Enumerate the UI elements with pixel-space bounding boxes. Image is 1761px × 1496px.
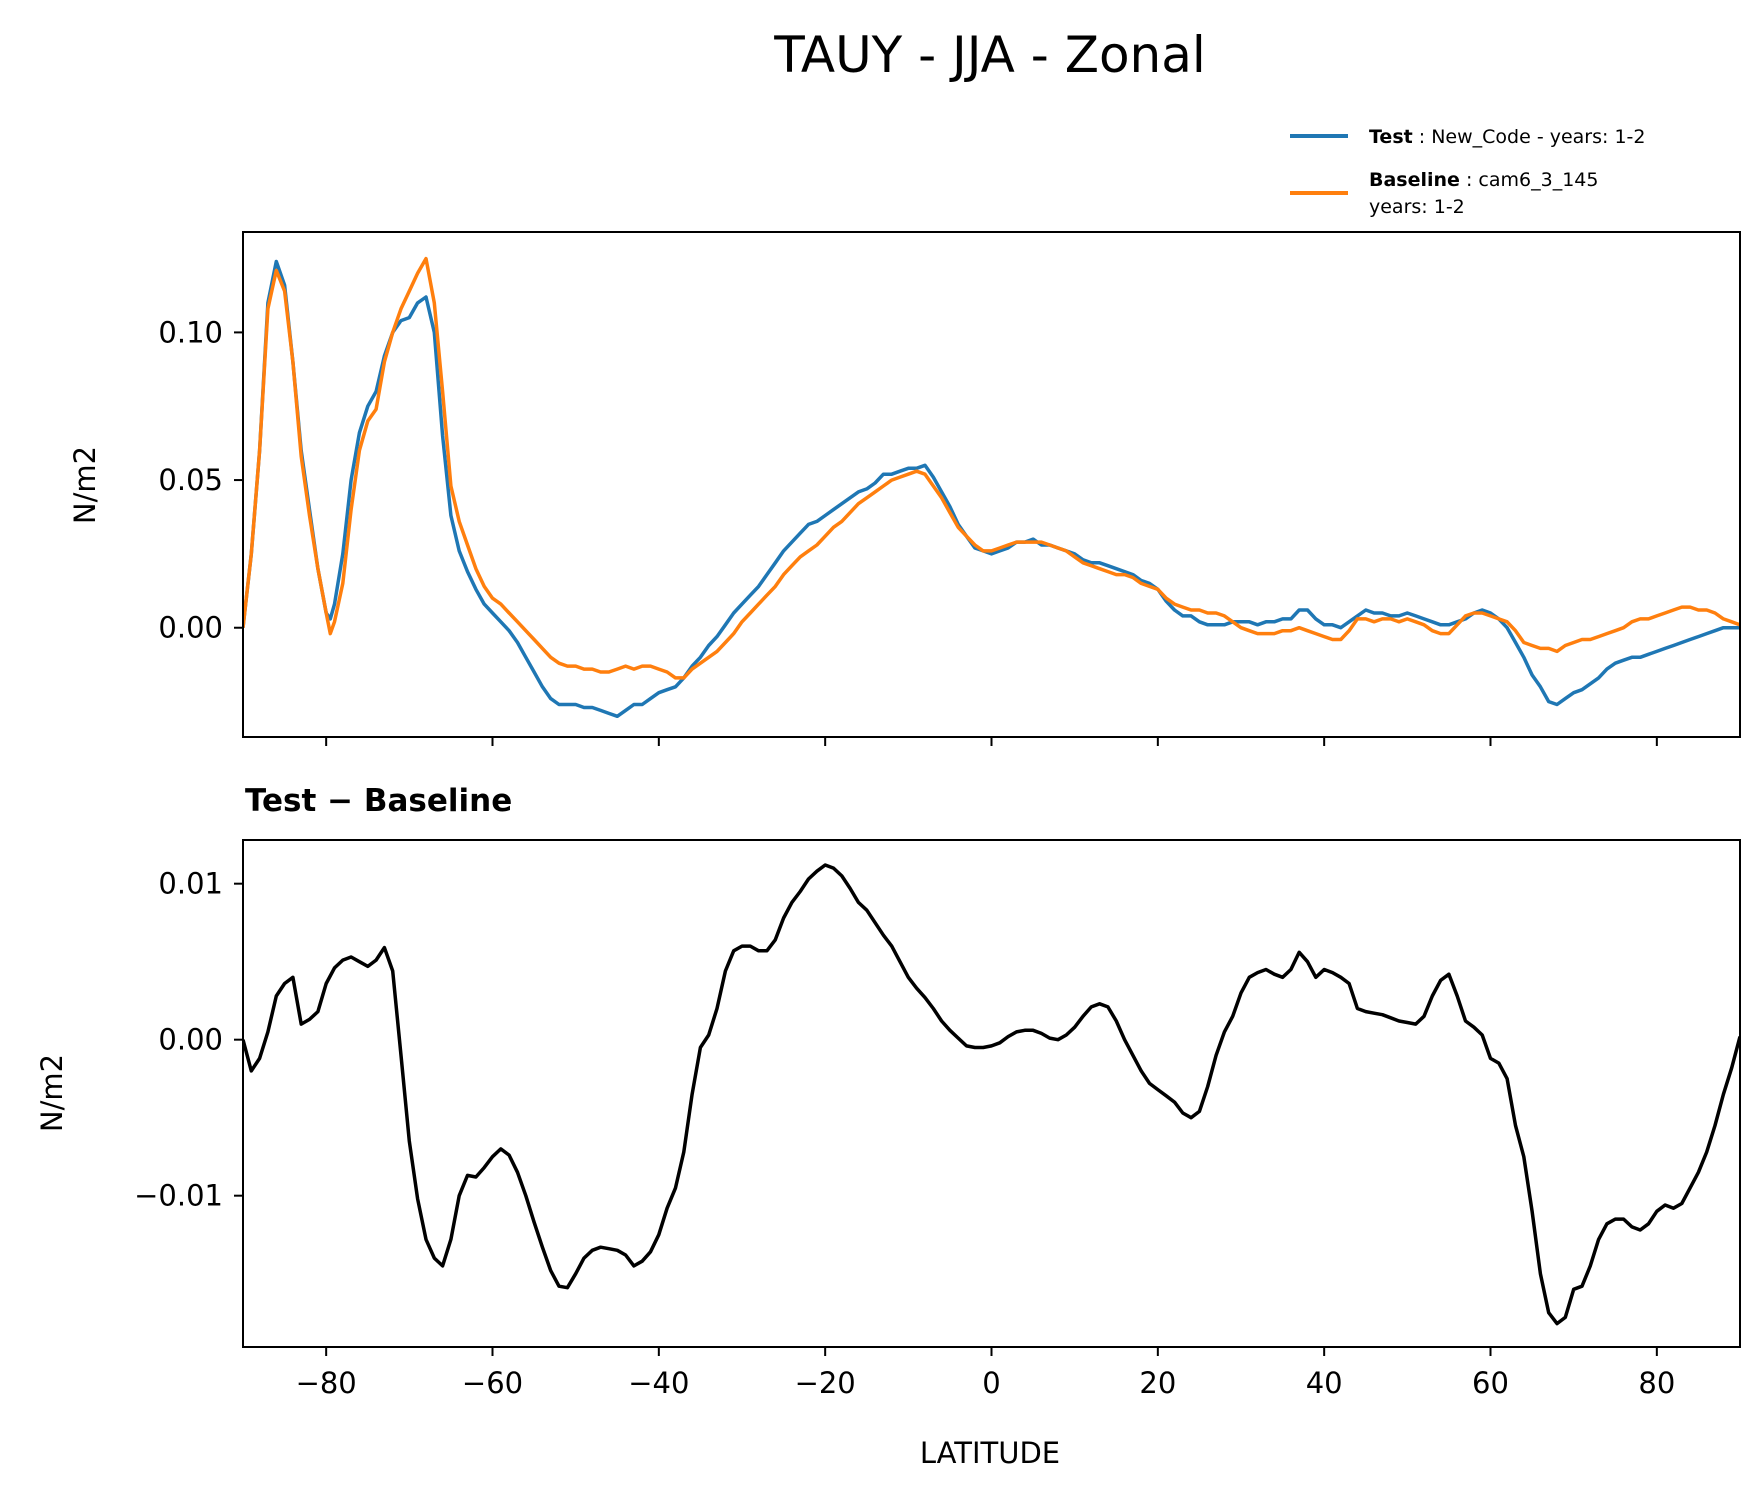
top-ytick-label: 0.10 <box>158 315 223 349</box>
bottom-ytick-label: 0.00 <box>158 1023 223 1057</box>
xtick-label: 20 <box>1139 1366 1176 1400</box>
top-xticks <box>325 737 1658 746</box>
bottom-series-group <box>243 863 1740 1326</box>
legend-label-test: Test : New_Code - years: 1-2 <box>1369 126 1645 148</box>
bottom-yticks: −0.01 0.00 0.01 <box>134 867 243 1213</box>
xtick-label: 60 <box>1472 1366 1509 1400</box>
bottom-xticks: −80 −60 −40 −20 0 20 40 60 80 <box>296 1347 1675 1400</box>
xtick-label: 0 <box>982 1366 1000 1400</box>
top-axes-frame <box>242 231 1741 738</box>
xtick-label: −60 <box>462 1366 523 1400</box>
top-series-line-test <box>243 259 1740 719</box>
top-panel: 0.00 0.05 0.10 N/m2 <box>68 231 1741 746</box>
bottom-axes-frame <box>242 839 1741 1348</box>
bottom-series-line-difference <box>243 863 1740 1326</box>
xtick-label: −20 <box>795 1366 856 1400</box>
top-ytick-label: 0.05 <box>158 463 223 497</box>
xtick-label: −80 <box>296 1366 357 1400</box>
xtick-label: 80 <box>1638 1366 1675 1400</box>
top-ytick-label: 0.00 <box>158 611 223 645</box>
top-y-axis-label: N/m2 <box>68 446 102 524</box>
figure-title: TAUY - JJA - Zonal <box>773 26 1206 84</box>
x-axis-label: LATITUDE <box>920 1436 1060 1470</box>
bottom-y-axis-label: N/m2 <box>35 1054 69 1132</box>
bottom-panel: −0.01 0.00 0.01 −80 −60 −40 −20 0 20 40 60 80 N/m2 <box>35 839 1741 1400</box>
bottom-ytick-label: −0.01 <box>134 1179 223 1213</box>
top-series-line-baseline <box>243 256 1740 680</box>
bottom-ytick-label: 0.01 <box>158 867 223 901</box>
top-yticks: 0.00 0.05 0.10 <box>158 315 243 645</box>
legend-label-baseline-line2: years: 1-2 <box>1369 196 1465 218</box>
legend-label-baseline: Baseline : cam6_3_145 <box>1369 169 1598 191</box>
xtick-label: −40 <box>628 1366 689 1400</box>
xtick-label: 40 <box>1306 1366 1343 1400</box>
top-series-group <box>243 256 1740 719</box>
bottom-panel-title: Test − Baseline <box>245 783 512 819</box>
legend: Test : New_Code - years: 1-2 Baseline : c… <box>1290 126 1645 218</box>
